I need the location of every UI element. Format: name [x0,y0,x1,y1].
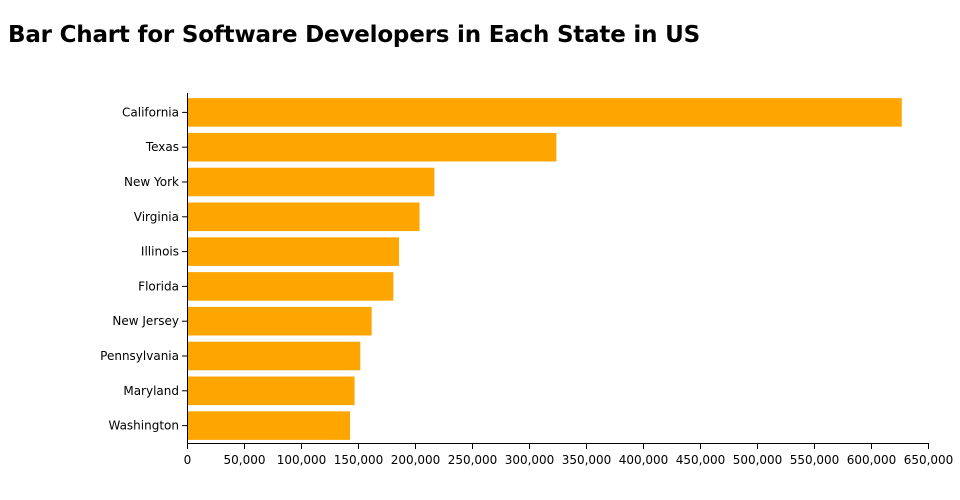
bar-texas [188,132,557,162]
x-tick-label: 450,000 [676,453,726,467]
bar-new-jersey [188,306,372,336]
x-tick-label: 650,000 [904,453,954,467]
bar-california [188,98,902,127]
x-tick-label: 100,000 [277,453,327,467]
bar-washington [188,411,351,440]
y-tick-label-new-york: New York [124,175,179,189]
y-tick-label-washington: Washington [108,419,179,433]
y-axis: California Texas New York Virginia Illinois F… [100,93,188,443]
x-axis: 0 50,000 100,000 150,000 200,000 250,000 300,0… [184,443,954,467]
x-tick-label: 150,000 [334,453,384,467]
y-tick-label-new-jersey: New Jersey [112,314,179,328]
y-tick-label-texas: Texas [145,140,179,154]
x-tick-label: 400,000 [619,453,669,467]
y-tick-label-illinois: Illinois [141,245,179,259]
bars-group [188,98,902,440]
y-tick-label-virginia: Virginia [134,210,179,224]
y-tick-label-maryland: Maryland [123,384,179,398]
chart-title: Bar Chart for Software Developers in Eac… [8,22,700,48]
x-tick-label: 350,000 [562,453,612,467]
y-tick-label-florida: Florida [138,279,179,293]
y-tick-label-pennsylvania: Pennsylvania [100,349,179,363]
y-tick-label-california: California [122,105,179,119]
x-tick-label: 600,000 [847,453,897,467]
x-tick-label: 500,000 [733,453,783,467]
x-tick-label: 300,000 [505,453,555,467]
x-tick-label: 50,000 [224,453,266,467]
bar-virginia [188,202,420,232]
bar-new-york [188,167,435,197]
bar-florida [188,272,394,301]
bar-maryland [188,376,355,406]
bar-illinois [188,237,400,266]
x-tick-label: 200,000 [391,453,441,467]
x-tick-label: 0 [184,453,192,467]
x-tick-label: 250,000 [448,453,498,467]
bar-pennsylvania [188,341,361,371]
x-tick-label: 550,000 [790,453,840,467]
